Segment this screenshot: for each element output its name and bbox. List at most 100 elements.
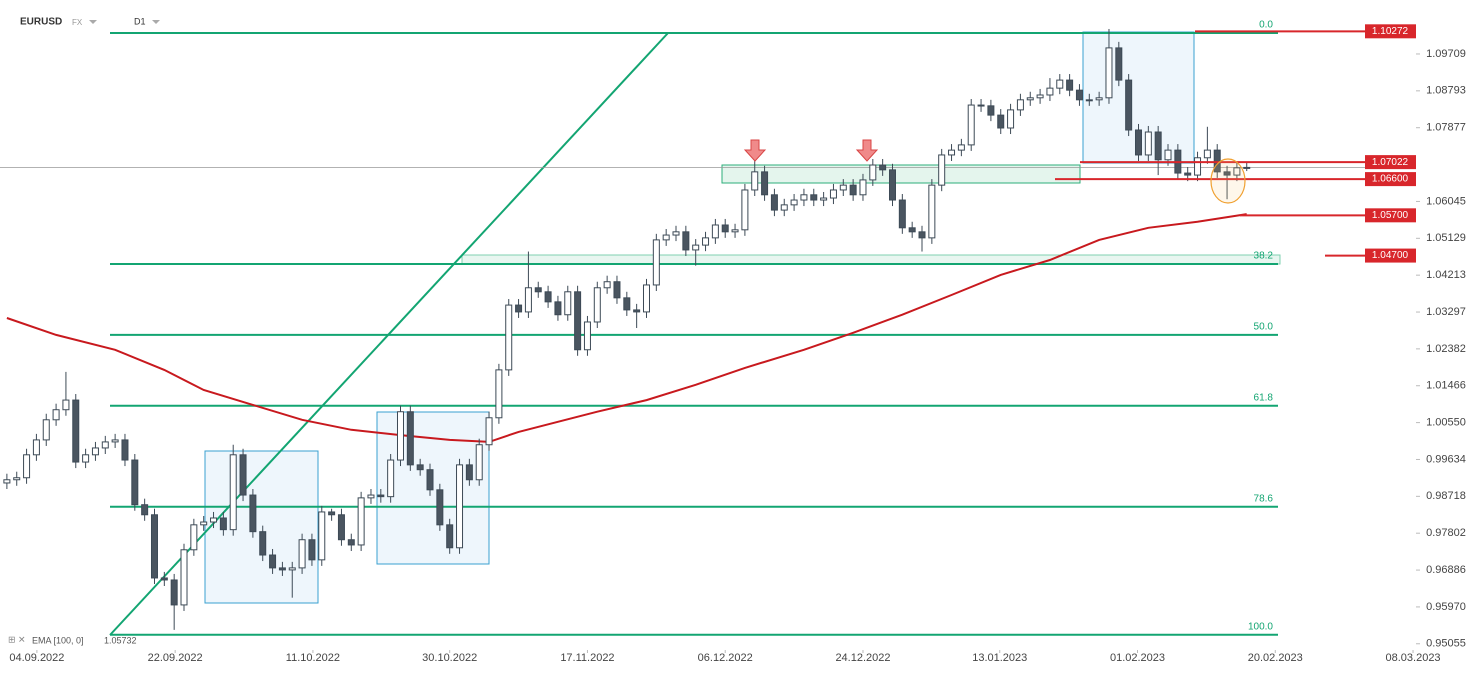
y-tick-label: 1.00550: [1426, 417, 1466, 429]
candle-body: [347, 539, 355, 546]
ema-label: EMA [100, 0]: [32, 635, 84, 645]
x-tick-label: 22.09.2022: [148, 652, 203, 664]
x-tick-label: 24.12.2022: [835, 652, 890, 664]
candle-body: [141, 504, 149, 516]
candle-body: [505, 304, 513, 371]
candle-body: [387, 459, 395, 498]
candle-body: [210, 517, 218, 523]
candle-body: [564, 291, 572, 316]
candle-body: [761, 171, 769, 196]
x-tick-label: 08.03.2023: [1386, 652, 1441, 664]
candle-body: [810, 194, 818, 201]
candle-body: [357, 497, 365, 546]
candle-body: [42, 419, 50, 441]
fib-label: 50.0: [1254, 322, 1274, 333]
candle-body: [869, 164, 877, 181]
indicator-icons[interactable]: ⊞ ✕: [8, 634, 26, 644]
candle-body: [751, 171, 759, 191]
y-tick-label: 1.02382: [1426, 343, 1466, 355]
drawings: [109, 31, 1281, 636]
candle-body: [1066, 79, 1074, 91]
candle-body: [702, 237, 710, 246]
candle-body: [367, 494, 375, 499]
candle-body: [515, 304, 523, 313]
fib-label: 78.6: [1254, 493, 1274, 504]
y-tick-label: 1.09709: [1426, 48, 1466, 60]
ema-line: [6, 213, 1247, 443]
candle-body: [987, 105, 995, 116]
candle-body: [859, 179, 867, 196]
candle-body: [288, 567, 296, 571]
y-tick-label: 1.03297: [1426, 306, 1466, 318]
y-tick-label: 0.97802: [1426, 527, 1466, 539]
y-tick-label: 0.95055: [1426, 638, 1466, 650]
candle-body: [908, 227, 916, 233]
candle-body: [672, 231, 680, 236]
candle-body: [111, 439, 119, 443]
candle-body: [1026, 97, 1034, 101]
candle-body: [948, 149, 956, 156]
fib-label: 100.0: [1248, 621, 1273, 632]
dropdown-icon[interactable]: [152, 20, 160, 24]
axis-area: [0, 650, 1416, 674]
candle-body: [150, 514, 158, 579]
annotations: [743, 139, 1246, 204]
candle-body: [613, 281, 621, 299]
candle-body: [190, 524, 198, 551]
candle-body: [1095, 97, 1103, 101]
candle-body: [485, 417, 493, 446]
timeframe[interactable]: D1: [134, 16, 146, 26]
candle-body: [465, 464, 473, 481]
candle-body: [918, 231, 926, 239]
support-zone: [721, 164, 1081, 184]
candle-body: [396, 411, 404, 461]
y-tick-label: 1.06045: [1426, 195, 1466, 207]
candle-body: [475, 444, 483, 481]
candle-body: [1194, 157, 1202, 176]
candle-body: [1164, 149, 1172, 161]
level-box: [1365, 155, 1416, 170]
y-tick-label: 0.98718: [1426, 490, 1466, 502]
candle-body: [652, 239, 660, 286]
level-label: 1.10272: [1372, 26, 1409, 37]
candle-body: [800, 194, 808, 201]
candle-body: [82, 454, 90, 463]
candle-body: [682, 231, 690, 251]
y-tick-label: 1.04213: [1426, 269, 1466, 281]
candle-body: [62, 399, 70, 411]
candle-body: [278, 567, 286, 571]
candle-body: [1056, 79, 1064, 89]
level-box: [1365, 208, 1416, 223]
level-label: 1.06600: [1372, 174, 1409, 185]
candle-body: [1134, 129, 1142, 156]
candle-body: [308, 539, 316, 561]
candle-body: [544, 291, 552, 303]
candle-body: [898, 199, 906, 229]
candle-body: [1115, 47, 1123, 81]
axis-area: [1416, 0, 1482, 674]
candle-body: [1203, 149, 1211, 159]
candle-body: [229, 454, 237, 531]
candle-body: [642, 284, 650, 313]
candle-body: [101, 441, 109, 449]
level-box: [1365, 248, 1416, 263]
y-tick-label: 1.08793: [1426, 85, 1466, 97]
candle-body: [23, 454, 31, 479]
fib-label: 0.0: [1259, 20, 1273, 31]
candle-body: [13, 477, 21, 481]
candle-body: [160, 577, 168, 581]
candle-body: [1007, 109, 1015, 129]
candle-body: [180, 549, 188, 606]
candle-body: [1085, 99, 1093, 102]
y-tick-label: 0.95970: [1426, 601, 1466, 613]
candle-body: [170, 579, 178, 606]
level-box: [1365, 24, 1416, 39]
candle-body: [328, 511, 336, 516]
candle-body: [820, 197, 828, 201]
x-tick-label: 06.12.2022: [698, 652, 753, 664]
candle-body: [967, 104, 975, 146]
candle-body: [318, 511, 326, 561]
dropdown-icon[interactable]: [89, 20, 97, 24]
candle-body: [849, 184, 857, 196]
candle-body: [928, 184, 936, 239]
